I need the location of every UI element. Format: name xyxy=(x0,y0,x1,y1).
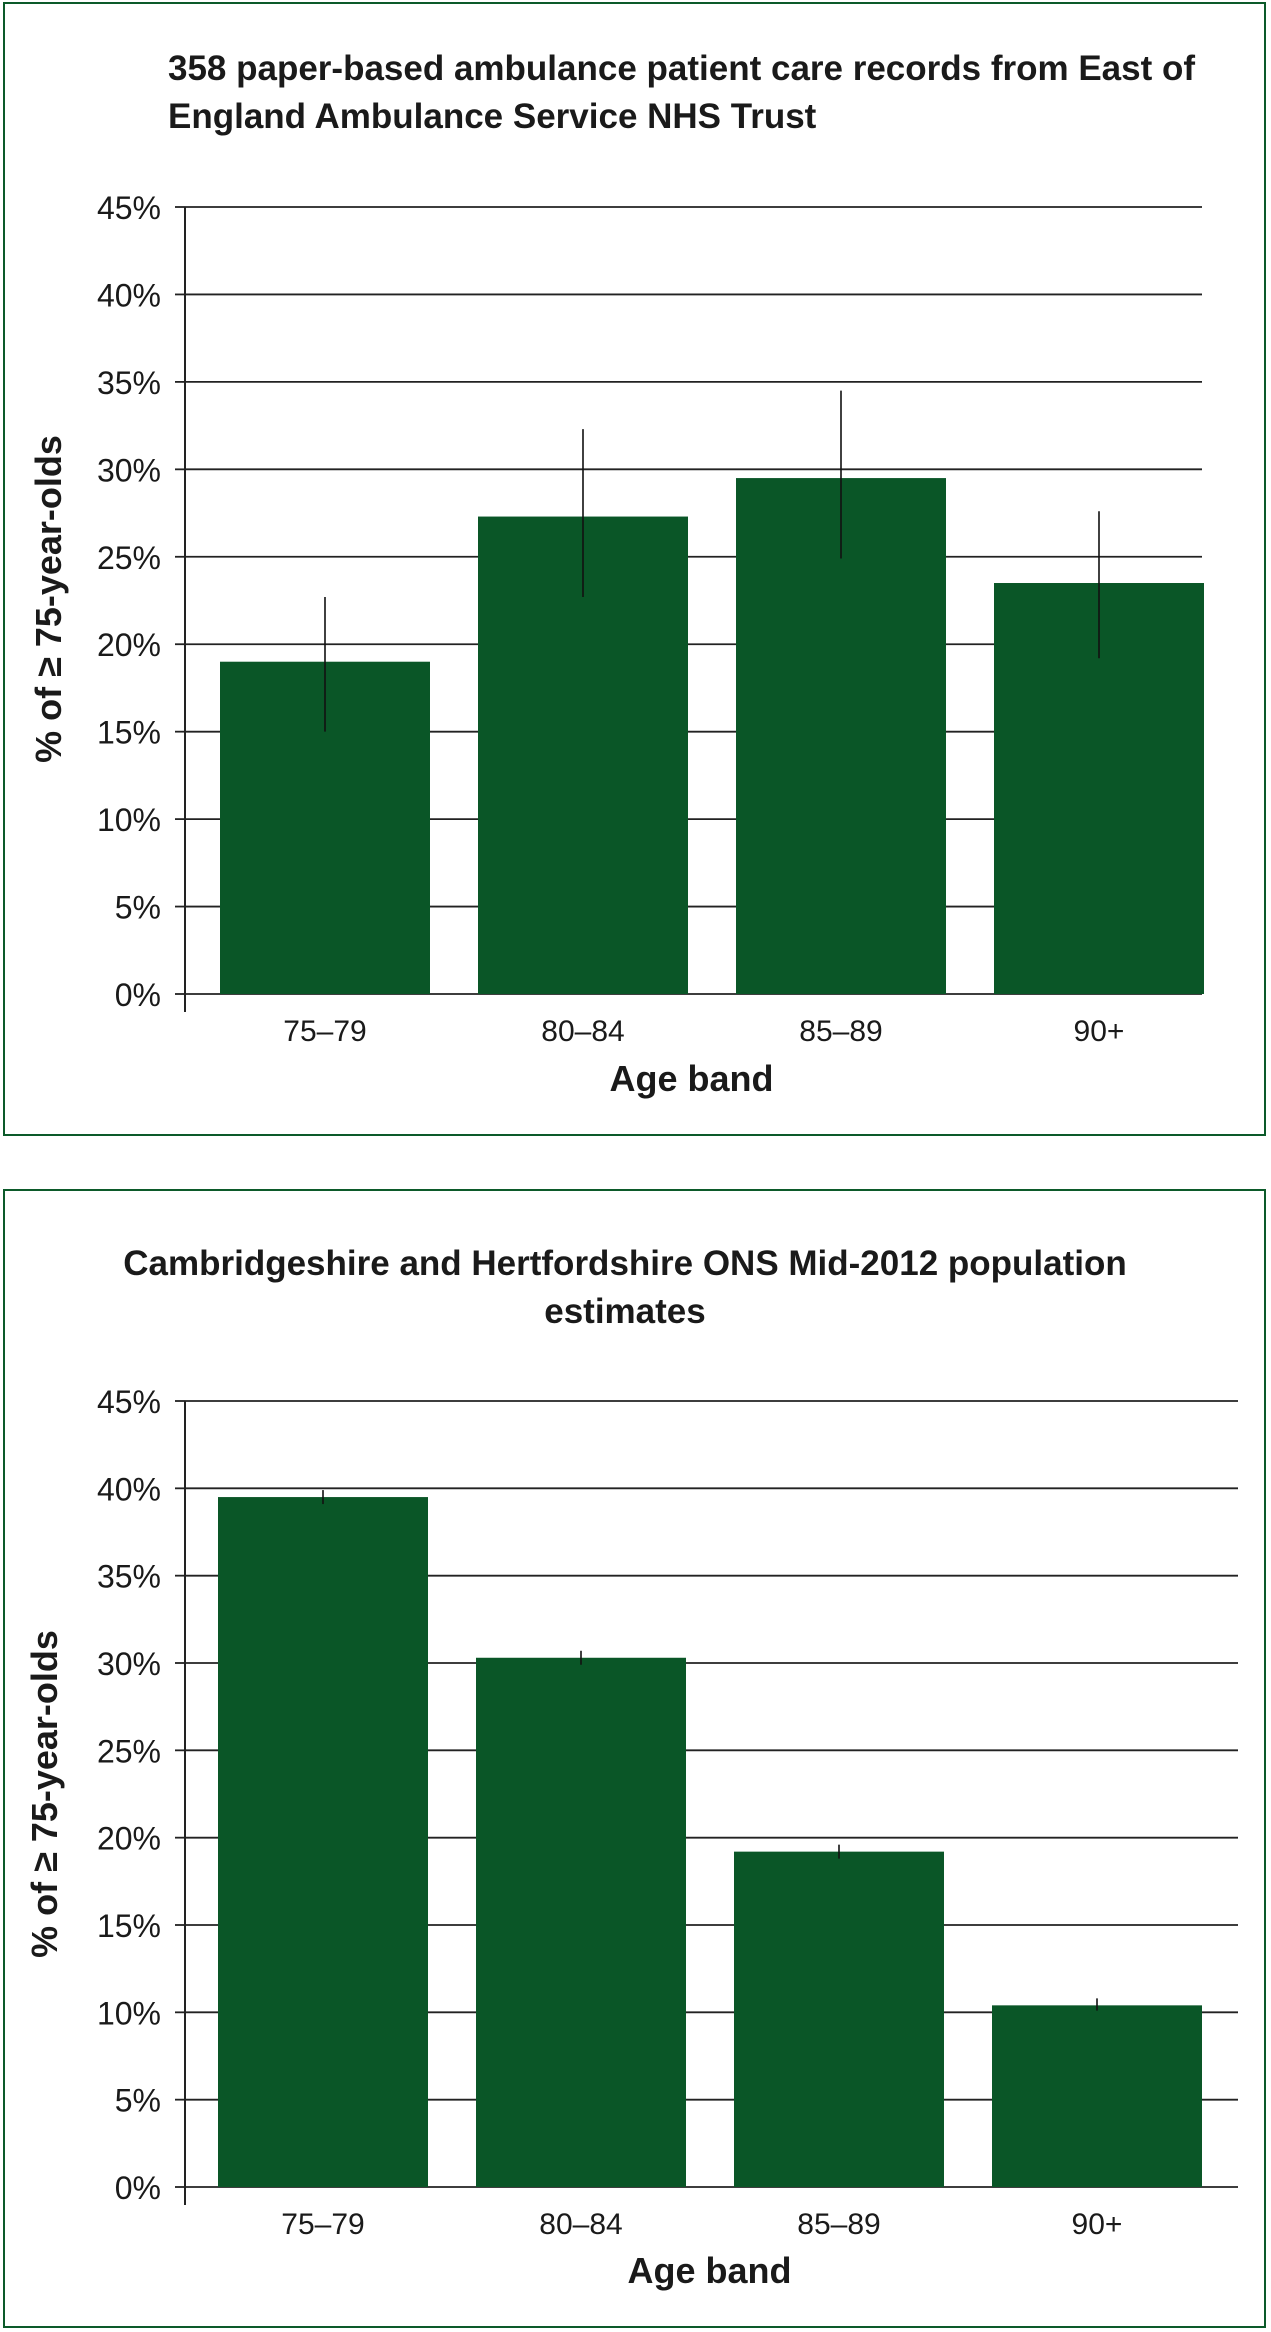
y-tick-label: 15% xyxy=(97,1908,161,1944)
y-tick-label: 10% xyxy=(97,802,161,838)
bar-chart-ons-population: 0% 5% 10% 15% 20% 25% 30% 35% 40% 45% 75–79 80–84 85… xyxy=(24,1384,1238,2291)
x-tick-label: 75–79 xyxy=(283,1015,366,1048)
y-tick-label: 15% xyxy=(97,715,161,751)
chart-title: Cambridgeshire and Hertfordshire ONS Mid… xyxy=(123,1244,1127,1331)
chart-panel-ambulance-records: 358 paper-based ambulance patient care r… xyxy=(3,2,1266,1136)
y-tick-label: 30% xyxy=(97,1646,161,1682)
y-tick-label: 45% xyxy=(97,190,161,226)
y-tick-label: 45% xyxy=(97,1384,161,1420)
y-tick-label: 25% xyxy=(97,540,161,576)
x-tick-label: 80–84 xyxy=(541,1015,624,1048)
y-tick-label: 40% xyxy=(97,277,161,313)
x-tick-label: 90+ xyxy=(1072,2208,1123,2241)
bar-85–89 xyxy=(734,1851,944,2187)
y-tick-label: 0% xyxy=(115,977,161,1013)
y-tick-label: 35% xyxy=(97,1559,161,1595)
bar-80–84 xyxy=(476,1657,686,2187)
y-tick-label: 5% xyxy=(115,2083,161,2119)
bar-chart-ambulance-records: 0% 5% 10% 15% 20% 25% 30% 35% 40% 45% 75–79 80–84 85… xyxy=(28,190,1204,1099)
y-tick-label: 30% xyxy=(97,452,161,488)
y-tick-label: 0% xyxy=(115,2170,161,2206)
chart-title: 358 paper-based ambulance patient care r… xyxy=(168,49,1196,136)
x-axis-label: Age band xyxy=(627,2250,791,2291)
chart-panel-ons-population: Cambridgeshire and Hertfordshire ONS Mid… xyxy=(3,1189,1266,2328)
x-tick-label: 85–89 xyxy=(797,2208,880,2241)
x-tick-label: 80–84 xyxy=(539,2208,622,2241)
x-axis-label: Age band xyxy=(609,1058,773,1099)
bar-90+ xyxy=(992,2005,1202,2187)
y-tick-label: 20% xyxy=(97,1821,161,1857)
y-tick-label: 40% xyxy=(97,1471,161,1507)
y-tick-label: 10% xyxy=(97,1995,161,2031)
x-tick-label: 90+ xyxy=(1074,1015,1125,1048)
x-tick-label: 85–89 xyxy=(799,1015,882,1048)
bar-85–89 xyxy=(736,478,946,995)
y-tick-label: 5% xyxy=(115,890,161,926)
y-axis-label: % of ≥ 75-year-olds xyxy=(24,1630,65,1958)
y-axis-label: % of ≥ 75-year-olds xyxy=(28,435,69,763)
bar-75–79 xyxy=(218,1497,428,2187)
y-tick-label: 35% xyxy=(97,365,161,401)
y-tick-label: 25% xyxy=(97,1733,161,1769)
y-tick-label: 20% xyxy=(97,627,161,663)
x-tick-label: 75–79 xyxy=(281,2208,364,2241)
